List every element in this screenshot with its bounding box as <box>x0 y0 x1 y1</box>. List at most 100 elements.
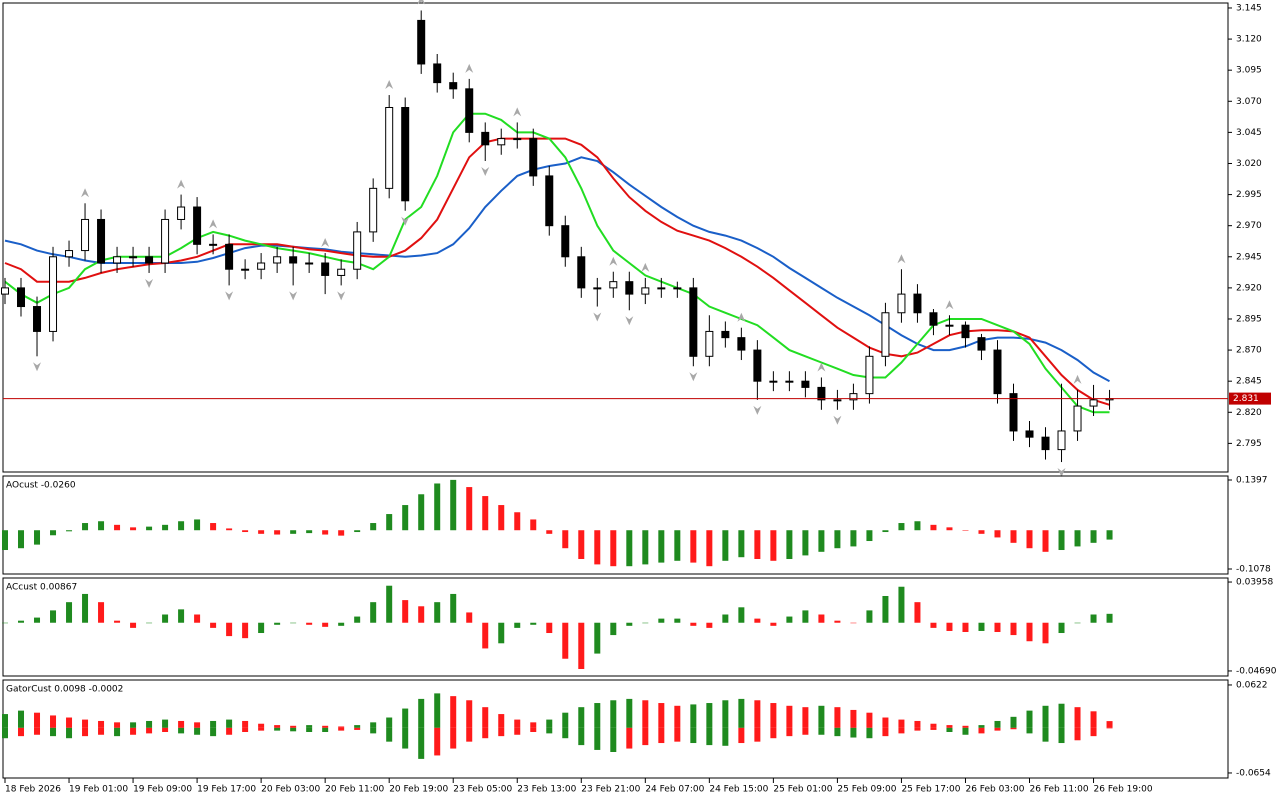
gator-bar <box>594 727 601 750</box>
histogram-bar <box>2 530 9 551</box>
last-price-box <box>1229 392 1271 405</box>
histogram-bar <box>98 521 105 531</box>
candle-body <box>705 330 714 357</box>
histogram-bar <box>850 530 857 547</box>
candle-body <box>673 287 682 290</box>
candle-body <box>241 268 250 271</box>
histogram-bar <box>882 530 889 533</box>
gator-bar <box>498 727 505 737</box>
gator-bar <box>690 704 697 728</box>
histogram-bar <box>402 505 409 531</box>
candle-body <box>193 206 202 245</box>
histogram-bar <box>642 622 649 624</box>
histogram-bar <box>1106 613 1113 623</box>
moving-average-line <box>4 137 1110 406</box>
histogram-bar <box>258 530 265 534</box>
candle-body <box>897 293 906 314</box>
gator-bar <box>370 727 377 734</box>
candle-body <box>913 293 922 314</box>
histogram-bar <box>498 505 505 531</box>
gator-bar <box>706 703 713 728</box>
x-tick-label: 19 Feb 17:00 <box>197 785 256 795</box>
x-tick-label: 20 Feb 03:00 <box>261 785 320 795</box>
x-tick-label: 20 Feb 11:00 <box>325 785 384 795</box>
fractal-up <box>465 63 474 73</box>
histogram-bar <box>946 527 953 531</box>
gator-bar <box>50 715 57 728</box>
gator-bar <box>706 727 713 746</box>
candle-body <box>625 281 634 295</box>
gator-bar <box>978 725 985 728</box>
histogram-bar <box>994 622 1001 632</box>
gator-bar <box>434 727 441 756</box>
histogram-bar <box>754 530 761 560</box>
fractal-up <box>321 238 330 248</box>
gator-bar <box>722 700 729 728</box>
candle-body <box>1009 393 1018 432</box>
histogram-bar <box>962 530 969 531</box>
histogram-bar <box>386 585 393 623</box>
histogram-bar <box>178 521 185 531</box>
gator-bar <box>258 723 265 728</box>
y-tick-label: -0.1078 <box>1236 565 1271 575</box>
histogram-bar <box>306 622 313 625</box>
candle-body <box>577 256 586 289</box>
fractal-down <box>1057 468 1066 478</box>
histogram-bar <box>50 530 57 536</box>
histogram-bar <box>210 523 217 531</box>
gator-bar <box>1090 711 1097 728</box>
histogram-bar <box>962 622 969 632</box>
histogram-bar <box>786 530 793 560</box>
gator-bar <box>274 727 281 731</box>
fractal-up <box>817 362 826 372</box>
histogram-bar <box>818 614 825 623</box>
panel-title: AOcust -0.0260 <box>6 481 76 491</box>
gator-bar <box>738 727 745 744</box>
histogram-bar <box>370 523 377 531</box>
candle-body <box>257 262 266 270</box>
gator-bar <box>674 705 681 728</box>
x-tick-label: 18 Feb 2026 <box>5 785 61 795</box>
histogram-bar <box>450 593 457 623</box>
gator-bar <box>50 727 57 737</box>
histogram-bar <box>210 622 217 628</box>
histogram-bar <box>306 530 313 534</box>
histogram-bar <box>114 524 121 531</box>
x-tick-label: 23 Feb 05:00 <box>453 785 512 795</box>
histogram-bar <box>946 622 953 631</box>
histogram-bar <box>1010 530 1017 543</box>
fractal-up <box>737 312 746 322</box>
histogram-bar <box>722 530 729 561</box>
gator-bar <box>386 727 393 742</box>
histogram-bar <box>882 595 889 623</box>
y-tick-label: 2.820 <box>1236 408 1262 418</box>
gator-bar <box>466 727 473 742</box>
histogram-bar <box>930 622 937 628</box>
panel-frame <box>2 2 1229 473</box>
gator-bar <box>610 727 617 752</box>
gator-bar <box>258 727 265 731</box>
gator-bar <box>738 698 745 728</box>
gator-bar <box>930 723 937 728</box>
histogram-bar <box>242 530 249 533</box>
gator-bar <box>802 707 809 728</box>
histogram-bar <box>418 606 425 623</box>
histogram-bar <box>162 524 169 531</box>
gator-bar <box>962 725 969 728</box>
histogram-bar <box>834 530 841 549</box>
gator-bar <box>418 727 425 759</box>
candle-body <box>833 399 842 402</box>
candle-body <box>273 256 282 264</box>
gator-bar <box>642 700 649 728</box>
gator-bar <box>210 720 217 728</box>
candle-body <box>33 306 42 332</box>
gator-bar <box>610 700 617 728</box>
candle-body <box>977 337 986 351</box>
candle-body <box>1057 430 1066 451</box>
candle-body <box>449 82 458 90</box>
gator-bar <box>946 727 953 732</box>
histogram-bar <box>722 614 729 623</box>
histogram-bar <box>66 530 73 532</box>
y-tick-label: 3.145 <box>1236 3 1262 13</box>
